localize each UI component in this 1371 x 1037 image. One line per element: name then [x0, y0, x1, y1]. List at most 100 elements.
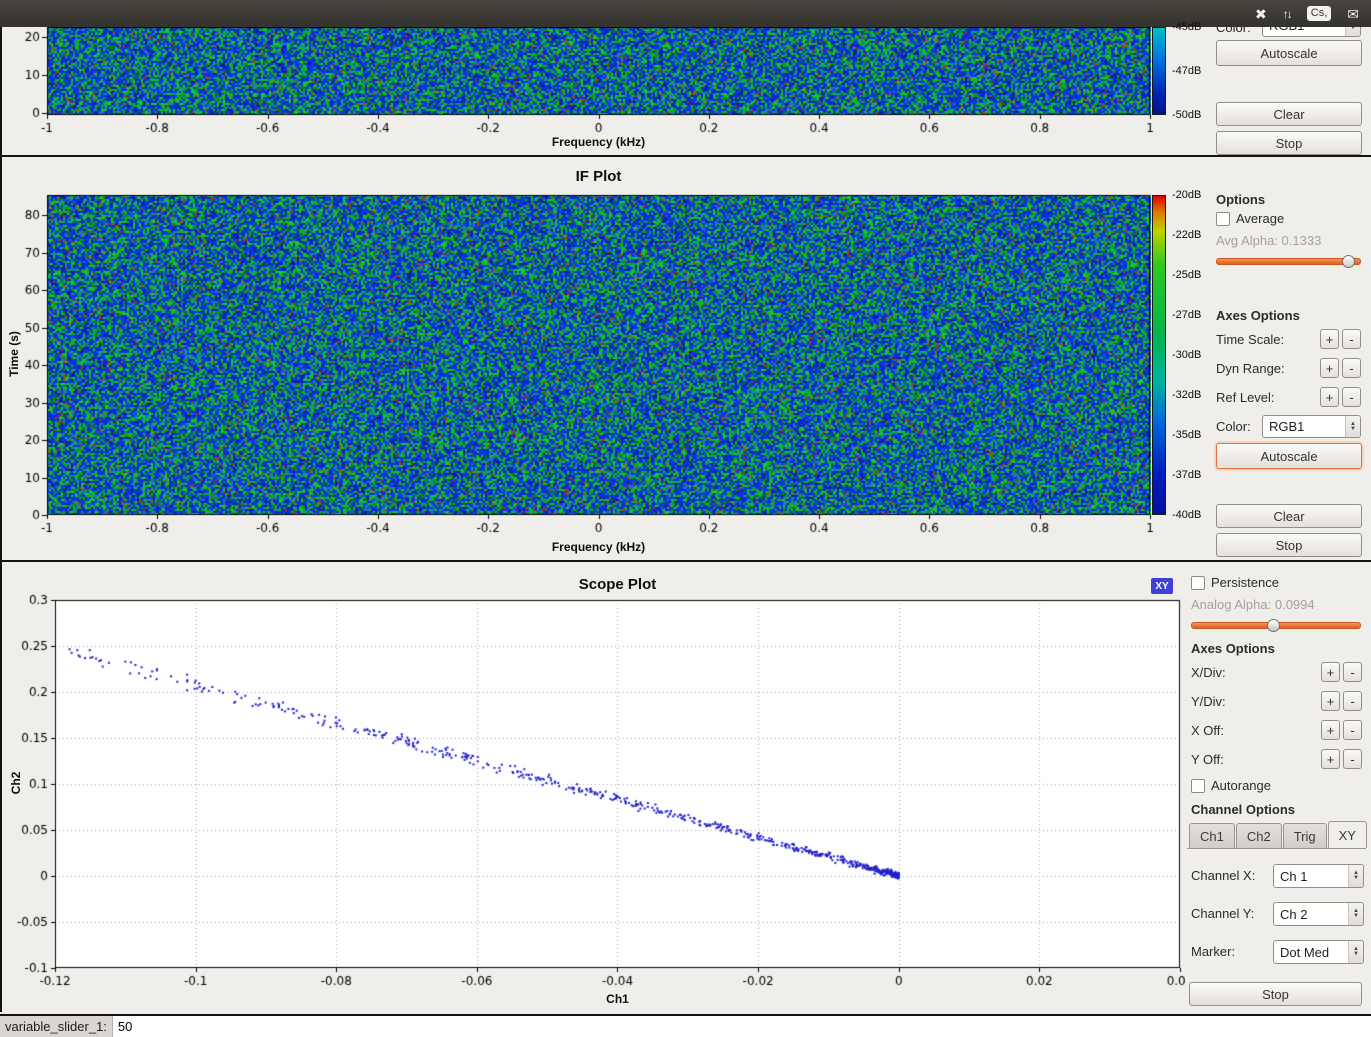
variable-slider-input[interactable]: [111, 1016, 1371, 1037]
color-label: Color:: [1216, 27, 1251, 35]
spinner-arrows-icon[interactable]: ▲▼: [1345, 416, 1360, 437]
avg-alpha-label: Avg Alpha: 0.1333: [1216, 233, 1322, 248]
slider-track[interactable]: [1216, 258, 1361, 265]
scope-plot-canvas[interactable]: [0, 562, 1185, 1014]
scope-plot-ylabel: Ch2: [9, 771, 23, 795]
channel-y-label: Channel Y:: [1191, 906, 1255, 921]
channel-y-value: Ch 2: [1280, 906, 1308, 922]
channel-x-label: Channel X:: [1191, 868, 1256, 883]
average-label: Average: [1236, 211, 1285, 226]
colorbar-if-labels: -20dB -22dB -25dB -27dB -30dB -32dB -35dB -37dB…: [1172, 189, 1216, 521]
clear-button[interactable]: Clear: [1216, 504, 1362, 528]
dyn-range-minus-button[interactable]: -: [1342, 358, 1361, 378]
ref-level-minus-button[interactable]: -: [1342, 387, 1361, 407]
keyboard-layout-indicator[interactable]: Cs,: [1306, 6, 1332, 21]
if-plot-xlabel: Frequency (kHz): [551, 540, 646, 554]
slider-handle[interactable]: [1342, 255, 1356, 268]
tab-frame-line: [1187, 848, 1366, 849]
time-scale-minus-button[interactable]: -: [1342, 329, 1361, 349]
spinner-arrows-icon[interactable]: ▲▼: [1348, 865, 1363, 887]
y-div-plus-button[interactable]: +: [1321, 691, 1340, 711]
marker-label: Marker:: [1191, 944, 1236, 959]
persistence-checkbox-row[interactable]: Persistence: [1191, 575, 1279, 590]
colorbar-label: -32dB: [1172, 389, 1202, 401]
analog-alpha-slider[interactable]: [1191, 618, 1361, 633]
tab-trig[interactable]: Trig: [1282, 823, 1327, 848]
color-label: Color:: [1216, 419, 1251, 434]
scope-plot-plotwrap: Scope Plot Ch2 Ch1 XY: [0, 562, 1185, 1014]
waterfall-secondary-control-panel: Color: RGB1 ▲▼ Autoscale Clear Stop: [1210, 27, 1371, 155]
traffic-arrows-icon[interactable]: ↑↓: [1282, 6, 1293, 21]
stop-button[interactable]: Stop: [1216, 533, 1362, 557]
colorbar-label: -20dB: [1172, 189, 1202, 201]
time-scale-plus-button[interactable]: +: [1320, 329, 1339, 349]
autorange-checkbox[interactable]: [1191, 778, 1205, 793]
autoscale-button[interactable]: Autoscale: [1216, 40, 1362, 66]
colorbar-secondary: [1152, 27, 1166, 115]
messaging-menu-icon[interactable]: ✉: [1347, 5, 1359, 22]
x-off-plus-button[interactable]: +: [1321, 720, 1340, 740]
average-checkbox-row[interactable]: Average: [1216, 211, 1284, 226]
y-div-label: Y/Div:: [1191, 694, 1226, 709]
analog-alpha-label: Analog Alpha: 0.0994: [1191, 597, 1315, 612]
ref-level-plus-button[interactable]: +: [1320, 387, 1339, 407]
x-div-label: X/Div:: [1191, 665, 1226, 680]
spinner-arrows-icon[interactable]: ▲▼: [1348, 941, 1363, 963]
waterfall-secondary-canvas[interactable]: [0, 27, 1210, 155]
window-titlebar[interactable]: ✖ ↑↓ Cs, ✉: [0, 0, 1371, 27]
waterfall-secondary-plotwrap: -45dB -47dB -50dB Frequency (kHz): [0, 21, 1210, 155]
colorbar-label: -27dB: [1172, 309, 1202, 321]
stop-button[interactable]: Stop: [1189, 982, 1362, 1006]
x-div-minus-button[interactable]: -: [1343, 662, 1362, 682]
colorbar-secondary-labels: -45dB -47dB -50dB: [1172, 21, 1216, 121]
tab-xy[interactable]: XY: [1327, 821, 1367, 848]
y-off-plus-button[interactable]: +: [1321, 749, 1340, 769]
color-combo[interactable]: RGB1 ▲▼: [1262, 27, 1361, 37]
colorbar-label: -25dB: [1172, 269, 1202, 281]
if-plot-control-panel: Options Average Avg Alpha: 0.1333 Axes O…: [1210, 157, 1371, 560]
clear-button[interactable]: Clear: [1216, 102, 1362, 126]
variable-slider-label: variable_slider_1:: [5, 1019, 107, 1034]
stop-button[interactable]: Stop: [1216, 131, 1362, 155]
dyn-range-plus-button[interactable]: +: [1320, 358, 1339, 378]
colorbar-label: -30dB: [1172, 349, 1202, 361]
autorange-label: Autorange: [1211, 778, 1271, 793]
average-checkbox[interactable]: [1216, 211, 1230, 226]
axes-options-header: Axes Options: [1216, 308, 1300, 323]
x-off-label: X Off:: [1191, 723, 1224, 738]
x-off-minus-button[interactable]: -: [1343, 720, 1362, 740]
colorbar-label: -35dB: [1172, 429, 1202, 441]
spinner-arrows-icon[interactable]: ▲▼: [1348, 903, 1363, 925]
time-scale-label: Time Scale:: [1216, 332, 1285, 347]
spinner-arrows-icon[interactable]: ▲▼: [1345, 27, 1360, 36]
autorange-checkbox-row[interactable]: Autorange: [1191, 778, 1271, 793]
network-disconnected-icon[interactable]: ✖: [1255, 5, 1267, 22]
dyn-range-label: Dyn Range:: [1216, 361, 1285, 376]
y-div-minus-button[interactable]: -: [1343, 691, 1362, 711]
autoscale-button[interactable]: Autoscale: [1216, 443, 1362, 469]
persistence-label: Persistence: [1211, 575, 1279, 590]
color-combo-value: RGB1: [1269, 27, 1304, 33]
slider-handle[interactable]: [1266, 619, 1280, 632]
color-combo[interactable]: RGB1 ▲▼: [1262, 415, 1361, 438]
if-plot-section: IF Plot Time (s) Frequency (kHz) -20dB -2…: [0, 155, 1371, 560]
tab-ch2[interactable]: Ch2: [1235, 823, 1282, 848]
marker-combo[interactable]: Dot Med ▲ ▼: [1273, 940, 1364, 964]
colorbar-label: -45dB: [1172, 21, 1202, 33]
tab-ch1[interactable]: Ch1: [1189, 823, 1235, 848]
options-header: Options: [1216, 192, 1266, 207]
if-plot-title: IF Plot: [575, 168, 622, 185]
x-div-plus-button[interactable]: +: [1321, 662, 1340, 682]
scope-control-panel: Persistence Analog Alpha: 0.0994 Axes Op…: [1185, 562, 1371, 1014]
axes-options-header: Axes Options: [1191, 641, 1275, 656]
waterfall-secondary-xlabel: Frequency (kHz): [551, 135, 646, 149]
persistence-checkbox[interactable]: [1191, 575, 1205, 590]
y-off-label: Y Off:: [1191, 752, 1224, 767]
window-left-border: [0, 27, 2, 1012]
channel-y-combo[interactable]: Ch 2 ▲ ▼: [1273, 902, 1364, 926]
waterfall-secondary-section: -45dB -47dB -50dB Frequency (kHz) Color: R…: [0, 21, 1371, 155]
avg-alpha-slider[interactable]: [1216, 254, 1361, 269]
y-off-minus-button[interactable]: -: [1343, 749, 1362, 769]
channel-x-combo[interactable]: Ch 1 ▲ ▼: [1273, 864, 1364, 888]
if-plot-canvas[interactable]: [0, 157, 1210, 560]
